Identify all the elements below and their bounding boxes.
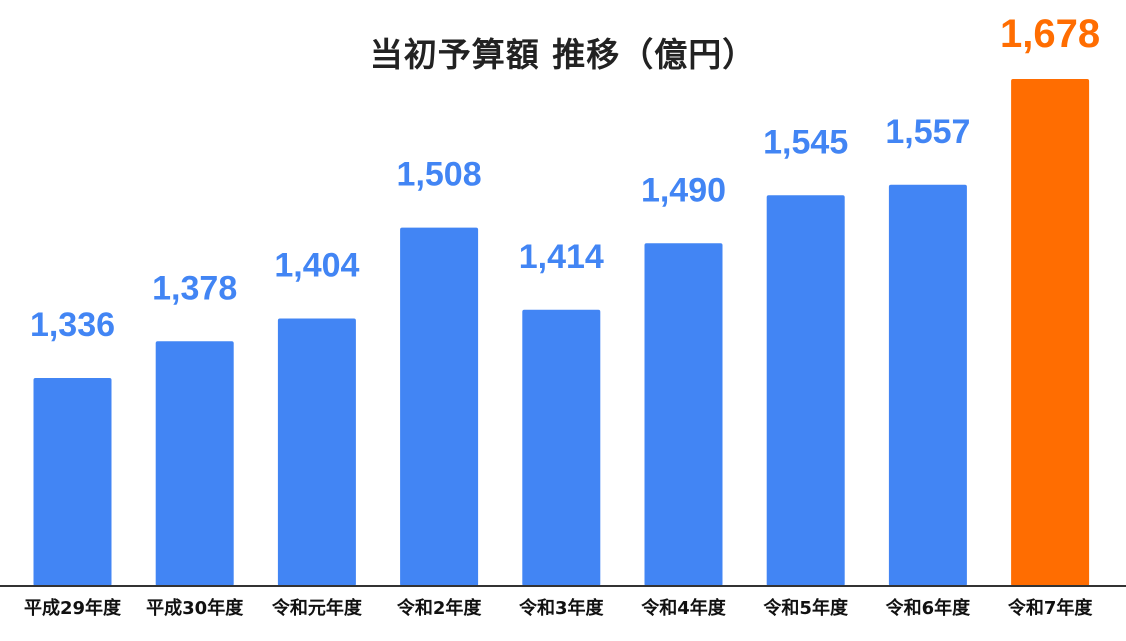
value-label-8: 1,557 [885, 113, 970, 151]
category-label-5: 令和3年度 [518, 597, 605, 619]
bar-3 [277, 318, 356, 586]
category-label-6: 令和4年度 [640, 597, 727, 619]
bar-1 [33, 378, 112, 586]
bar-8 [888, 184, 967, 587]
value-label-9: 1,678 [1000, 12, 1100, 56]
category-label-2: 平成30年度 [146, 597, 244, 619]
value-label-4: 1,508 [397, 156, 482, 194]
category-label-1: 平成29年度 [24, 597, 122, 619]
bar-4 [400, 227, 479, 586]
bar-5 [522, 309, 601, 586]
bars-layer [33, 79, 1090, 587]
bar-2 [155, 341, 234, 586]
category-labels-layer: 平成29年度 平成30年度 令和元年度 令和2年度 令和3年度 令和4年度 令和5年度 令和6… [24, 597, 1093, 619]
value-label-6: 1,490 [641, 171, 726, 209]
chart-title: 当初予算額 推移（億円） [369, 35, 757, 74]
category-label-9: 令和7年度 [1007, 597, 1094, 619]
value-label-3: 1,404 [274, 247, 359, 285]
category-label-3: 令和元年度 [271, 597, 363, 619]
bar-9 [1011, 79, 1090, 586]
category-label-7: 令和5年度 [762, 597, 849, 619]
bar-6 [644, 243, 723, 587]
category-label-4: 令和2年度 [396, 597, 483, 619]
value-label-2: 1,378 [152, 269, 237, 307]
value-label-5: 1,414 [519, 238, 604, 276]
bar-7 [766, 195, 845, 587]
value-labels-layer: 1,336 1,378 1,404 1,508 1,414 1,490 1,545 1,557… [30, 12, 1100, 344]
value-label-1: 1,336 [30, 306, 115, 344]
category-label-8: 令和6年度 [885, 597, 972, 619]
value-label-7: 1,545 [763, 123, 848, 161]
